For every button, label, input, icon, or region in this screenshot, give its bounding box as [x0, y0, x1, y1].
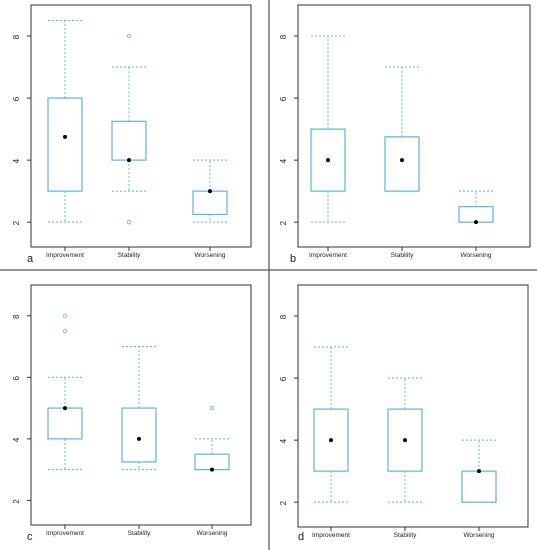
outlier-point: [62, 329, 68, 334]
y-tick-label: 4: [279, 158, 288, 163]
x-tick-label: Worsening: [197, 530, 228, 537]
box-iqr: [458, 206, 494, 223]
panel-label: a: [27, 253, 34, 265]
y-tick-label: 6: [279, 376, 288, 381]
median-point: [63, 134, 67, 139]
median-point: [127, 158, 131, 163]
median-point: [210, 467, 214, 472]
box-iqr: [111, 120, 147, 161]
y-tick-label: 2: [279, 500, 288, 505]
panel-label: b: [290, 253, 296, 265]
x-tick-label: Stability: [128, 530, 152, 537]
panel-label: c: [27, 531, 33, 543]
outlier-point: [62, 313, 68, 318]
y-tick-label: 4: [279, 438, 288, 443]
median-point: [329, 438, 333, 443]
plot-frame: [297, 284, 529, 528]
x-tick-label: Improvement: [312, 532, 350, 539]
box-iqr: [461, 470, 497, 503]
median-point: [474, 220, 478, 225]
y-tick-label: 6: [12, 96, 21, 101]
plot-frame: [30, 284, 252, 526]
median-point: [326, 158, 330, 163]
box-iqr: [47, 97, 83, 192]
x-tick-label: Worsening: [461, 252, 492, 259]
x-tick-label: Stability: [118, 252, 142, 259]
x-tick-label: Improvement: [309, 252, 347, 259]
y-tick-label: 8: [279, 314, 288, 319]
outlier-point: [209, 405, 215, 411]
median-point: [403, 438, 407, 443]
x-tick-label: Worsening: [195, 252, 226, 259]
y-tick-label: 2: [12, 220, 21, 225]
y-tick-label: 6: [12, 376, 21, 381]
y-tick-label: 2: [12, 499, 21, 504]
box-iqr: [192, 190, 228, 216]
box-iqr: [194, 453, 230, 471]
x-tick-label: Worsening: [464, 532, 495, 539]
y-tick-label: 4: [12, 437, 21, 442]
outlier-point: [126, 33, 132, 39]
median-point: [477, 469, 481, 474]
y-tick-label: 6: [279, 96, 288, 101]
panel-label: d: [298, 531, 304, 543]
plot-frame: [30, 4, 252, 248]
y-tick-label: 8: [279, 34, 288, 39]
median-point: [400, 158, 404, 163]
x-tick-label: Stability: [394, 532, 418, 539]
plot-frame: [297, 4, 531, 248]
median-point: [63, 406, 67, 411]
x-tick-label: Stability: [391, 252, 415, 259]
box-iqr: [384, 136, 420, 192]
median-point: [137, 436, 141, 441]
y-tick-label: 8: [12, 34, 21, 39]
y-tick-label: 2: [279, 220, 288, 225]
y-tick-label: 8: [12, 314, 21, 319]
outlier-point: [126, 220, 132, 225]
x-tick-label: Improvement: [46, 252, 84, 259]
box-iqr: [121, 407, 157, 463]
x-tick-label: Improvement: [46, 530, 84, 537]
box-iqr: [47, 407, 83, 440]
median-point: [208, 189, 212, 194]
y-tick-label: 4: [12, 158, 21, 163]
